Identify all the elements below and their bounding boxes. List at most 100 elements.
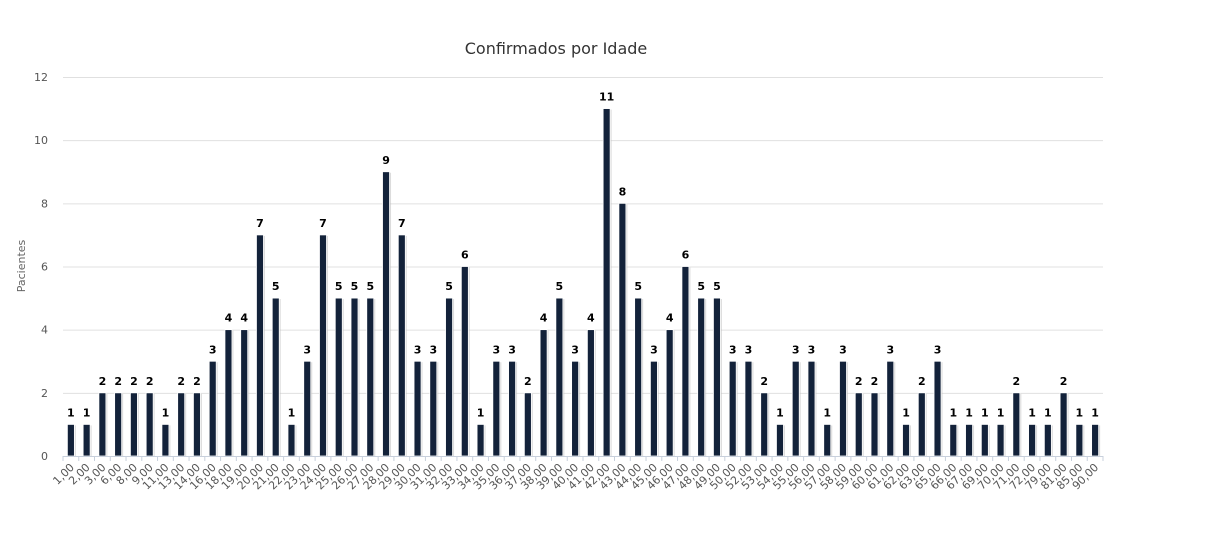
bar[interactable] — [807, 360, 816, 457]
data-label: 4 — [666, 312, 674, 325]
grid-lines — [63, 77, 1103, 394]
data-label: 2 — [1013, 375, 1021, 388]
data-label: 1 — [83, 406, 91, 419]
bar[interactable] — [697, 297, 706, 457]
bar[interactable] — [397, 234, 406, 457]
y-axis-ticks: 0 2 4 6 8 10 12 — [34, 71, 48, 463]
data-label: 5 — [272, 280, 280, 293]
bar[interactable] — [650, 360, 658, 457]
bar[interactable] — [334, 297, 343, 457]
bar[interactable] — [476, 424, 485, 457]
bar[interactable] — [445, 297, 453, 457]
bar[interactable] — [460, 266, 469, 457]
bar[interactable] — [114, 392, 123, 457]
data-label: 4 — [540, 312, 548, 325]
data-label: 1 — [776, 406, 784, 419]
bar[interactable] — [634, 297, 643, 457]
data-label: 11 — [599, 91, 614, 104]
data-label: 8 — [619, 185, 627, 198]
bar[interactable] — [965, 424, 973, 457]
data-label: 2 — [193, 375, 201, 388]
bar[interactable] — [839, 360, 847, 457]
x-axis-tick-labels: 1,002,003,006,008,009,0011,0013,0014,001… — [50, 461, 1101, 492]
bar[interactable] — [271, 297, 280, 457]
data-label: 3 — [745, 343, 753, 356]
bar[interactable] — [996, 424, 1005, 457]
bar[interactable] — [350, 297, 359, 457]
bar[interactable] — [145, 392, 154, 457]
data-label: 6 — [461, 249, 469, 262]
bar[interactable] — [949, 424, 958, 457]
bar[interactable] — [823, 424, 832, 457]
bar[interactable] — [303, 360, 312, 457]
data-label: 3 — [493, 343, 501, 356]
data-label: 2 — [855, 375, 863, 388]
data-label: 1 — [1076, 406, 1084, 419]
bar[interactable] — [1091, 424, 1100, 457]
bar[interactable] — [713, 297, 721, 457]
bar[interactable] — [382, 171, 390, 457]
y-tick-label: 2 — [41, 387, 48, 400]
bar[interactable] — [413, 360, 422, 457]
data-label: 7 — [319, 217, 327, 230]
bar[interactable] — [508, 360, 516, 457]
bar[interactable] — [870, 392, 879, 457]
bar[interactable] — [130, 392, 138, 457]
bar[interactable] — [523, 392, 532, 457]
bar[interactable] — [886, 360, 895, 457]
data-label: 3 — [886, 343, 894, 356]
bar[interactable] — [618, 202, 627, 457]
bar[interactable] — [586, 329, 595, 457]
data-label: 5 — [697, 280, 705, 293]
bar[interactable] — [555, 297, 564, 457]
data-label: 1 — [1028, 406, 1036, 419]
bar[interactable] — [571, 360, 580, 457]
bar[interactable] — [902, 424, 910, 457]
bar[interactable] — [492, 360, 501, 457]
bar[interactable] — [66, 424, 75, 457]
data-label: 7 — [398, 217, 406, 230]
bar[interactable] — [744, 360, 753, 457]
bar[interactable] — [161, 424, 170, 457]
bar[interactable] — [208, 360, 217, 457]
data-label: 5 — [556, 280, 564, 293]
bar[interactable] — [1059, 392, 1068, 457]
bar[interactable] — [1012, 392, 1021, 457]
bar[interactable] — [728, 360, 737, 457]
bar[interactable] — [602, 108, 611, 457]
bar[interactable] — [193, 392, 201, 457]
bar[interactable] — [1075, 424, 1084, 457]
bar[interactable] — [791, 360, 800, 457]
y-tick-label: 12 — [34, 71, 48, 84]
data-label: 1 — [949, 406, 957, 419]
bar[interactable] — [319, 234, 327, 457]
data-label: 1 — [823, 406, 831, 419]
bar[interactable] — [240, 329, 249, 457]
data-label: 1 — [965, 406, 973, 419]
bar[interactable] — [776, 424, 784, 457]
data-label: 3 — [429, 343, 437, 356]
bar[interactable] — [429, 360, 438, 457]
bar[interactable] — [256, 234, 264, 457]
bar[interactable] — [854, 392, 863, 457]
bar[interactable] — [760, 392, 769, 457]
data-label: 1 — [288, 406, 296, 419]
bar[interactable] — [681, 266, 690, 457]
bar[interactable] — [82, 424, 91, 457]
bar[interactable] — [98, 392, 107, 457]
bar[interactable] — [539, 329, 548, 457]
bar[interactable] — [366, 297, 375, 457]
bar[interactable] — [1043, 424, 1052, 457]
bar[interactable] — [287, 424, 296, 457]
bar[interactable] — [224, 329, 233, 457]
data-label: 4 — [587, 312, 595, 325]
bar[interactable] — [177, 392, 186, 457]
bar[interactable] — [917, 392, 926, 457]
bar[interactable] — [1028, 424, 1036, 457]
bar[interactable] — [665, 329, 674, 457]
bar[interactable] — [933, 360, 942, 457]
data-label: 2 — [1060, 375, 1068, 388]
x-axis — [62, 456, 1104, 461]
bar[interactable] — [980, 424, 989, 457]
